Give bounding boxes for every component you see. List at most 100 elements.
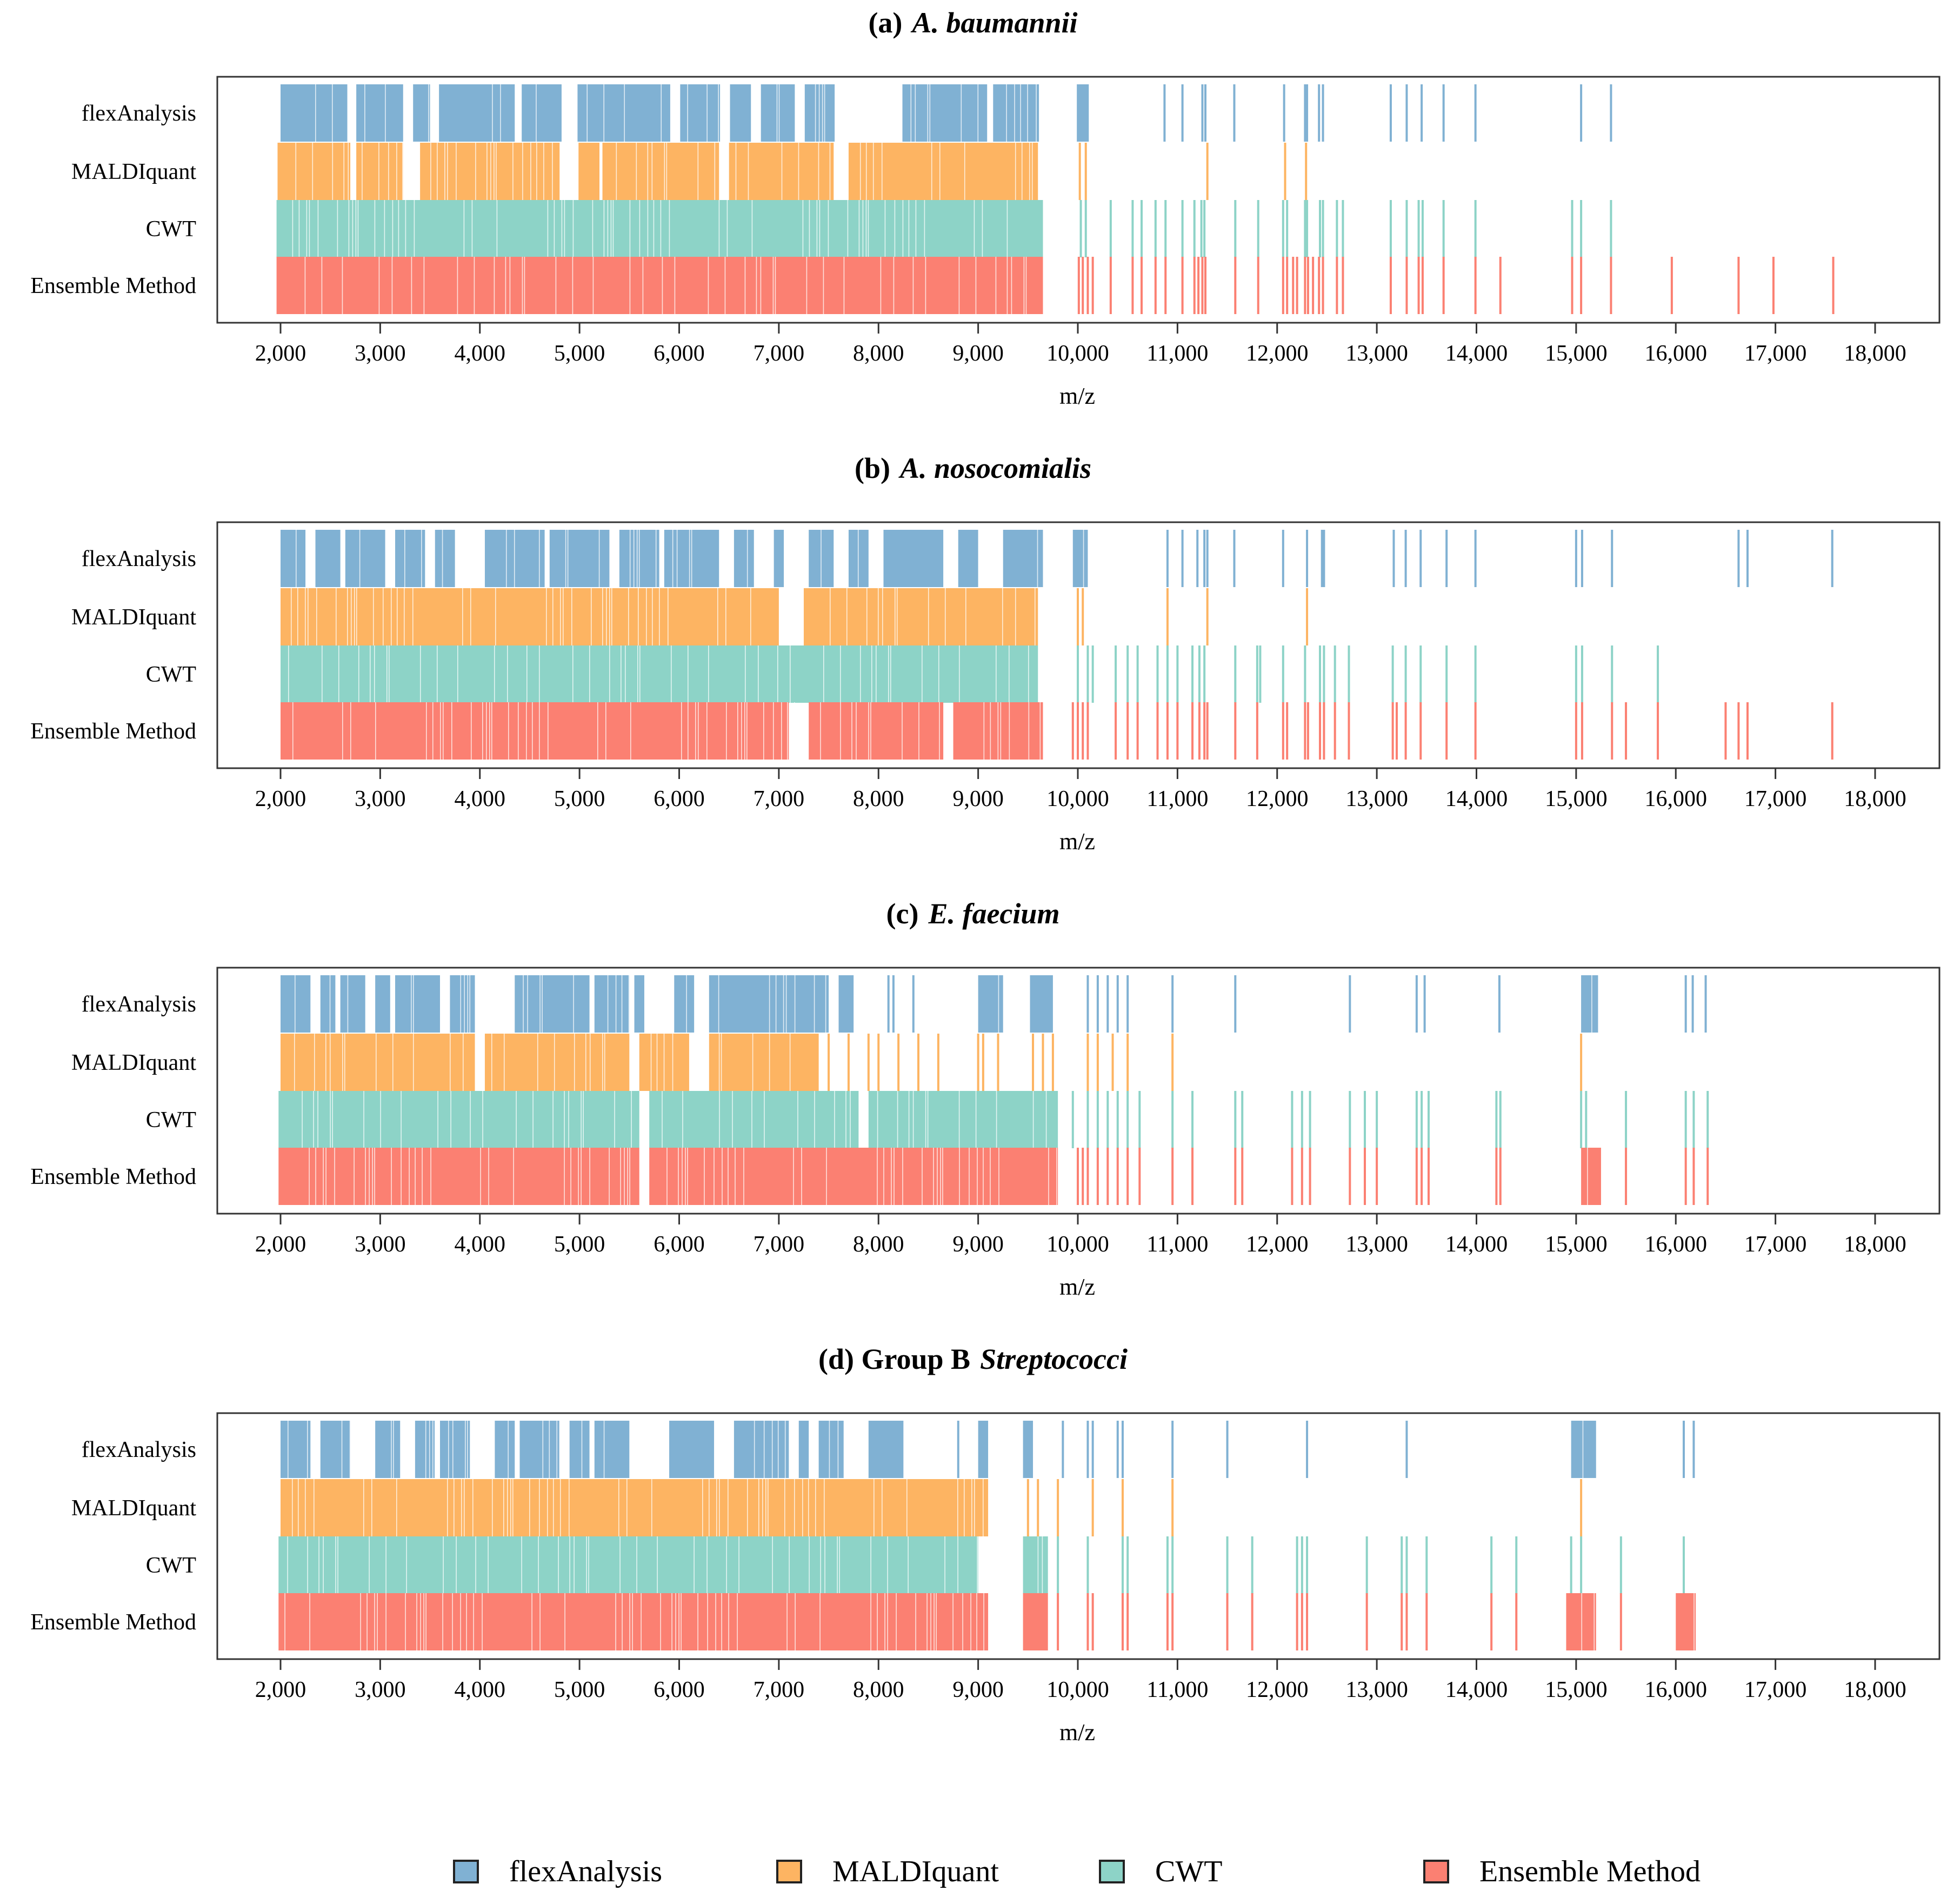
peak-line	[892, 975, 895, 1033]
peak-line	[1619, 1593, 1622, 1650]
legend-swatch	[776, 1860, 802, 1883]
peak-line	[1301, 1091, 1303, 1148]
peak-line	[1301, 1593, 1303, 1650]
peak-segment	[356, 84, 403, 142]
peak-line	[1306, 257, 1309, 314]
panel-title: (d) Group B Streptococci	[818, 1343, 1128, 1375]
peak-line	[1706, 1091, 1709, 1148]
peak-line	[1499, 257, 1502, 314]
peak-line	[1570, 1536, 1572, 1594]
peak-line	[1405, 84, 1408, 142]
panel-species: Streptococci	[980, 1343, 1128, 1375]
peak-line	[1086, 1536, 1089, 1594]
peak-line	[1086, 1593, 1089, 1650]
peak-segment	[278, 1091, 639, 1148]
peak-line	[1442, 257, 1445, 314]
peak-line	[1319, 200, 1322, 257]
peak-line	[1724, 702, 1727, 760]
peak-line	[1234, 702, 1237, 760]
x-tick-label: 16,000	[1645, 1677, 1708, 1702]
peak-segment	[278, 1593, 989, 1650]
peak-line	[1126, 1593, 1129, 1650]
legend-swatch	[453, 1860, 479, 1883]
peak-line	[1282, 200, 1284, 257]
peak-line	[1301, 1536, 1303, 1594]
peak-segment	[978, 975, 1003, 1033]
peak-line	[1832, 257, 1835, 314]
peak-segment	[734, 530, 754, 587]
peak-line	[1831, 530, 1833, 587]
peak-line	[1575, 645, 1577, 703]
peak-line	[1116, 1421, 1119, 1478]
peak-line	[1115, 702, 1117, 760]
peak-line	[1171, 1091, 1174, 1148]
x-tick-label: 18,000	[1844, 1232, 1906, 1257]
peak-line	[1057, 1593, 1059, 1650]
peak-line	[1306, 588, 1309, 645]
peak-line	[1181, 84, 1184, 142]
x-tick-label: 3,000	[355, 341, 406, 366]
peak-segment	[1023, 1536, 1048, 1594]
peak-segment	[594, 1421, 630, 1478]
peak-line	[1737, 702, 1740, 760]
peak-line	[1306, 1421, 1309, 1478]
row-label: CWT	[146, 1553, 196, 1578]
peak-segment	[578, 143, 599, 200]
x-tick-label: 10,000	[1046, 1677, 1109, 1702]
peak-line	[897, 1034, 900, 1091]
peak-line	[1425, 1536, 1428, 1594]
peak-line	[1692, 1091, 1695, 1148]
peak-line	[1082, 1148, 1084, 1205]
peak-line	[1474, 200, 1477, 257]
peak-line	[1428, 1148, 1430, 1205]
peak-line	[1442, 200, 1445, 257]
peak-line	[1515, 1536, 1518, 1594]
peak-line	[1082, 588, 1084, 645]
peak-line	[1164, 257, 1167, 314]
peak-line	[1206, 702, 1209, 760]
peak-line	[1286, 702, 1289, 760]
peak-segment	[281, 84, 348, 142]
x-tick-label: 16,000	[1645, 1232, 1708, 1257]
x-tick-label: 6,000	[654, 787, 705, 811]
peak-line	[1415, 1148, 1418, 1205]
peak-line	[1415, 975, 1418, 1033]
x-tick-label: 8,000	[853, 787, 904, 811]
peak-line	[1234, 975, 1237, 1033]
peak-line	[1121, 1479, 1124, 1536]
panel-label: (c)	[886, 897, 919, 930]
peak-line	[1619, 1536, 1622, 1594]
peak-line	[1365, 1536, 1368, 1594]
peak-line	[1136, 702, 1139, 760]
peak-line	[1196, 530, 1199, 587]
panel-label: (d) Group B	[818, 1343, 970, 1375]
peak-line	[1772, 257, 1775, 314]
row-label: Ensemble Method	[30, 719, 196, 744]
peak-line	[1831, 702, 1833, 760]
peak-segment	[413, 84, 430, 142]
peak-line	[1309, 1148, 1311, 1205]
peak-line	[957, 1421, 959, 1478]
panel-0: (a) A. baumannii flexAnalysis MALDIquant CWT…	[30, 6, 1941, 409]
peak-line	[1445, 645, 1448, 703]
panel-species: A. baumannii	[910, 6, 1077, 39]
peak-line	[1405, 257, 1408, 314]
peak-line	[1111, 1034, 1114, 1091]
peak-line	[1171, 975, 1174, 1033]
peak-line	[1141, 257, 1143, 314]
peak-line	[1077, 588, 1079, 645]
peak-line	[867, 1034, 870, 1091]
peak-segment	[281, 645, 1038, 703]
peak-segment	[709, 1034, 819, 1091]
peak-line	[1234, 1091, 1237, 1148]
peak-line	[1032, 1034, 1035, 1091]
x-tick-label: 15,000	[1545, 341, 1608, 366]
x-tick-label: 13,000	[1345, 787, 1408, 811]
peak-segment	[1077, 84, 1089, 142]
x-tick-label: 3,000	[355, 787, 406, 811]
peak-line	[1241, 1148, 1244, 1205]
peak-line	[1499, 1148, 1502, 1205]
row-label: flexAnalysis	[82, 547, 196, 571]
peak-line	[937, 1034, 939, 1091]
peak-line	[1096, 975, 1099, 1033]
